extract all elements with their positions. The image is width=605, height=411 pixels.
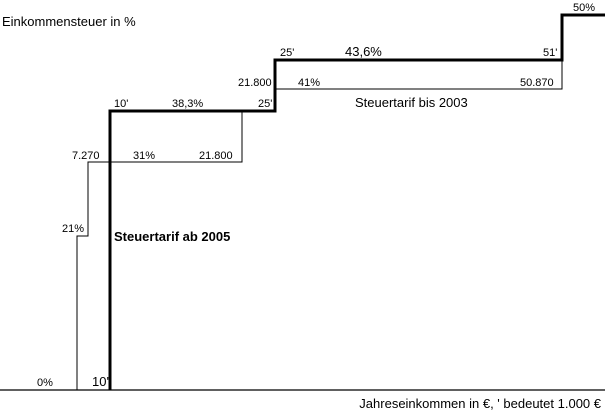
tariff-2003-name: Steuertarif bis 2003 (355, 95, 468, 110)
label-50870: 50.870 (520, 77, 554, 89)
tariff-2005-line (108, 13, 605, 390)
label-43-6-percent: 43,6% (345, 44, 382, 59)
x-axis-title: Jahreseinkommen in €, ' bedeutet 1.000 € (359, 396, 601, 411)
tariff-2005-name: Steuertarif ab 2005 (114, 229, 230, 244)
label-7270: 7.270 (72, 150, 100, 162)
label-21800: 21.800 (238, 77, 272, 89)
label-10k-start: 10' (92, 374, 109, 389)
label-31-percent: 31% (133, 150, 155, 162)
label-50-percent: 50% (573, 2, 595, 14)
label-21800-end: 21.800 (199, 150, 233, 162)
label-25k-low: 25' (258, 98, 272, 110)
label-21-percent: 21% (62, 223, 84, 235)
label-41-percent: 41% (298, 77, 320, 89)
label-51k: 51' (543, 47, 557, 59)
label-0-percent: 0% (37, 377, 53, 389)
y-axis-title: Einkommensteuer in % (2, 14, 136, 29)
tariff-2003-line (76, 60, 563, 390)
label-10k-step: 10' (114, 98, 128, 110)
label-25k-high: 25' (280, 47, 294, 59)
label-38-3-percent: 38,3% (172, 98, 203, 110)
